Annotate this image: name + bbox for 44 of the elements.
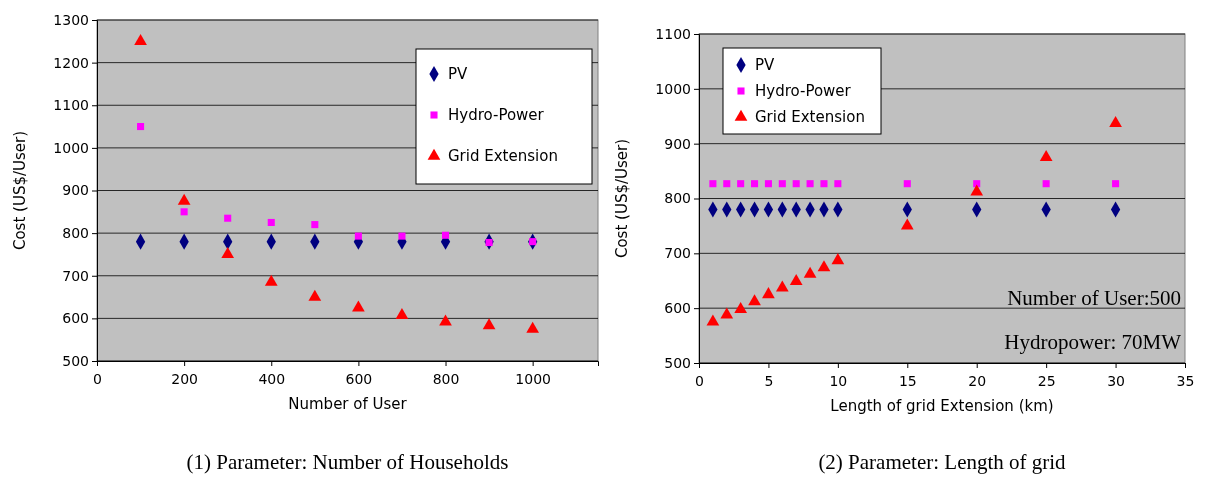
x-tick-label: 400: [258, 371, 286, 388]
x-tick-label: 20: [968, 373, 987, 390]
text: (1) Parameter: Number of Households: [186, 450, 509, 474]
annotation: Number of User:500: [1007, 286, 1181, 310]
x-tick-label: 0: [695, 373, 704, 390]
y-tick-label: 600: [664, 300, 691, 317]
x-tick-label: 800: [432, 371, 460, 388]
y-tick-label: 600: [62, 310, 89, 327]
y-tick-label: 900: [664, 135, 691, 152]
y-tick-label: 700: [62, 267, 89, 284]
y-tick-label: 1000: [655, 80, 691, 97]
legend-label: Hydro-Power: [755, 82, 852, 100]
x-tick-label: 15: [898, 373, 917, 390]
x-tick-label: 200: [171, 371, 198, 388]
x-tick-label: 25: [1037, 373, 1056, 390]
y-axis-title: Cost (US$/User): [613, 138, 631, 259]
y-tick-label: 1000: [53, 139, 89, 156]
legend-label: Hydro-Power: [448, 106, 545, 124]
y-tick-label: 1100: [53, 97, 89, 114]
text: (2) Parameter: Length of grid: [818, 450, 1067, 474]
annotation: Hydropower: 70MW: [1004, 330, 1182, 354]
y-tick-label: 900: [62, 182, 89, 199]
x-tick-label: 10: [829, 373, 848, 390]
x-tick-label: 35: [1176, 373, 1195, 390]
y-tick-label: 800: [664, 190, 691, 207]
x-tick-label: 1000: [515, 371, 551, 388]
legend-label: Grid Extension: [448, 147, 558, 165]
x-tick-label: 5: [764, 373, 774, 390]
y-tick-label: 1100: [655, 25, 691, 42]
x-tick-label: 30: [1107, 373, 1125, 390]
x-tick-label: 0: [93, 371, 102, 388]
legend-label: PV: [755, 56, 776, 74]
y-tick-label: 500: [62, 352, 89, 369]
y-axis-title: Cost (US$/User): [11, 130, 29, 251]
y-tick-label: 700: [664, 245, 691, 262]
legend-label: PV: [448, 65, 469, 83]
y-tick-label: 800: [62, 225, 89, 242]
x-axis-title: Length of grid Extension (km): [830, 397, 1054, 415]
y-tick-label: 1200: [53, 54, 89, 71]
x-axis-title: Number of User: [288, 395, 408, 413]
y-tick-label: 1300: [53, 11, 89, 28]
y-tick-label: 500: [664, 354, 691, 371]
x-tick-label: 600: [345, 371, 373, 388]
legend-label: Grid Extension: [755, 108, 865, 126]
